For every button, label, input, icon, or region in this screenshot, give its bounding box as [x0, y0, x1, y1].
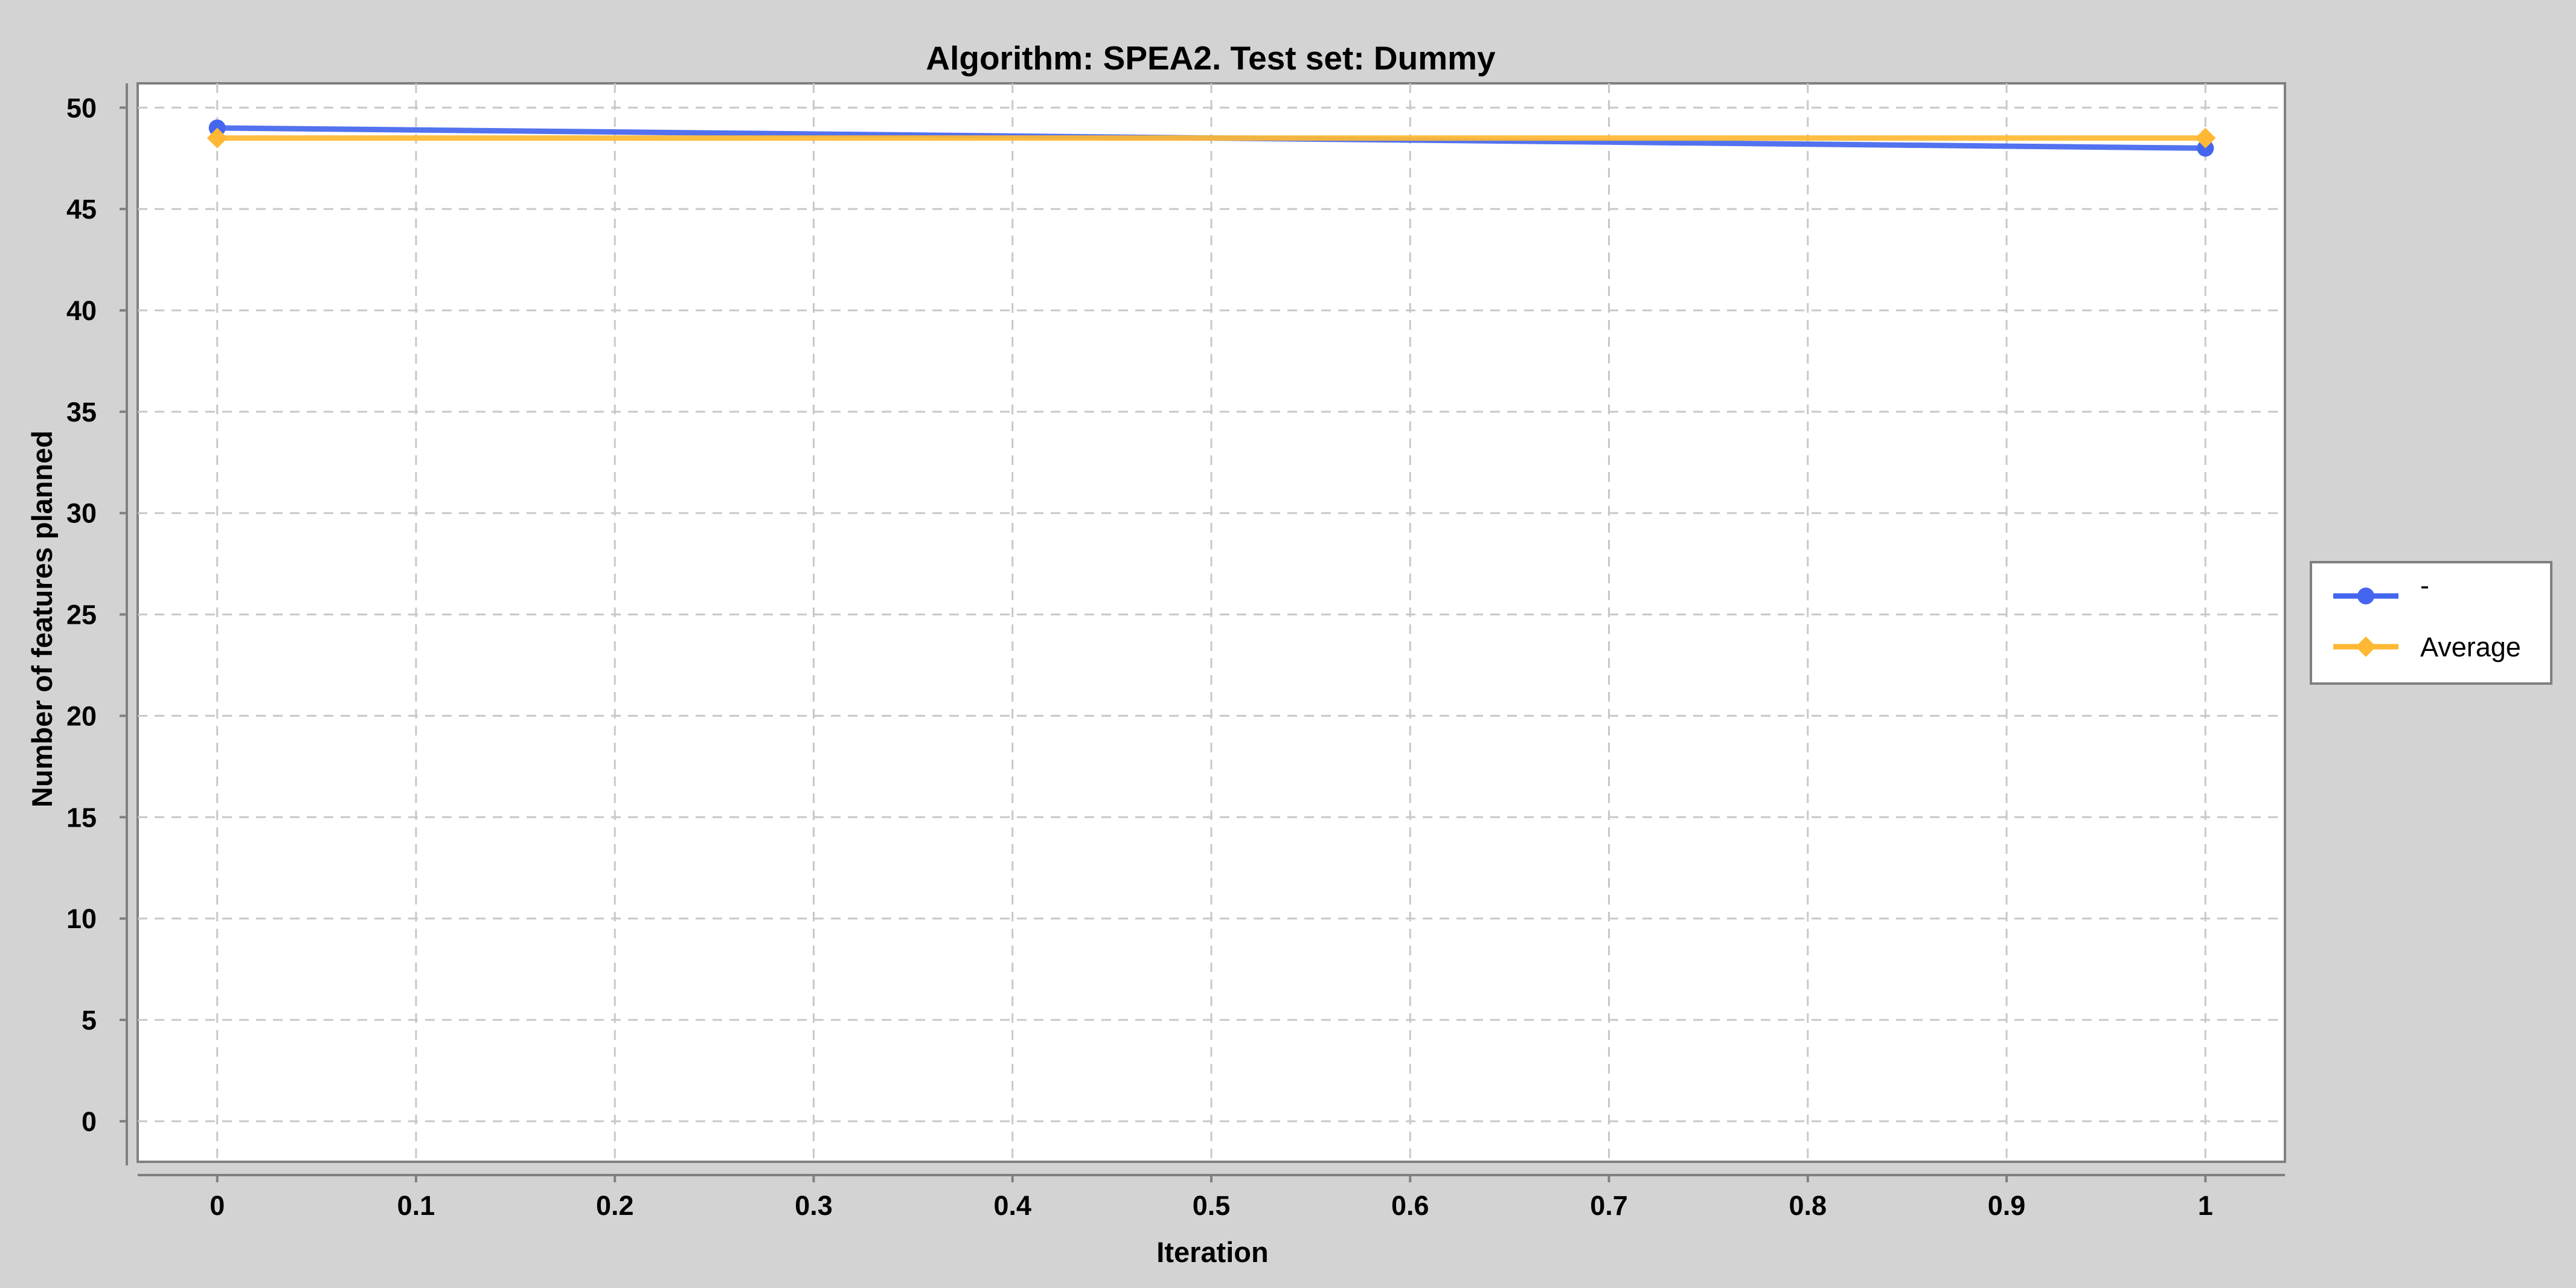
chart-title: Algorithm: SPEA2. Test set: Dummy — [926, 39, 1496, 77]
x-tick-label: 0.6 — [1391, 1190, 1429, 1221]
x-tick-label: 0.4 — [993, 1190, 1031, 1221]
y-ticks: 0 5 10 15 20 25 30 35 40 45 50 — [66, 92, 127, 1137]
y-tick-label: 35 — [66, 397, 97, 428]
legend-box — [2310, 561, 2552, 685]
y-tick-label: 20 — [66, 700, 97, 731]
legend-marker — [2357, 588, 2374, 604]
x-tick-label: 0.2 — [596, 1190, 634, 1221]
legend-label: Average — [2420, 632, 2521, 662]
y-tick-label: 10 — [66, 903, 97, 934]
legend-marker — [2356, 636, 2376, 657]
y-axis-label: Number of features planned — [26, 431, 58, 807]
x-tick-label: 1 — [2198, 1190, 2213, 1221]
x-tick-label: 0.1 — [397, 1190, 435, 1221]
series-markers — [207, 119, 2216, 157]
x-tick-label: 0.3 — [795, 1190, 833, 1221]
y-tick-label: 0 — [82, 1106, 97, 1137]
x-tick-label: 0.8 — [1789, 1190, 1827, 1221]
y-tick-label: 45 — [66, 194, 97, 225]
x-tick-label: 0.5 — [1193, 1190, 1231, 1221]
y-tick-label: 40 — [66, 295, 97, 326]
x-ticks: 0 0.1 0.2 0.3 0.4 0.5 0.6 0.7 0.8 0.9 1 — [210, 1175, 2213, 1221]
y-tick-label: 30 — [66, 498, 97, 529]
y-tick-label: 5 — [82, 1005, 97, 1036]
y-tick-label: 50 — [66, 92, 97, 123]
y-tick-label: 25 — [66, 600, 97, 630]
x-tick-label: 0.7 — [1590, 1190, 1628, 1221]
x-tick-label: 0.9 — [1988, 1190, 2026, 1221]
legend-label: - — [2420, 570, 2429, 601]
x-axis-label: Iteration — [1156, 1236, 1268, 1268]
grid-lines — [138, 83, 2285, 1162]
series-lines — [217, 125, 2206, 151]
x-tick-label: 0 — [210, 1190, 225, 1221]
data-point — [2195, 127, 2216, 149]
data-point — [207, 127, 228, 149]
y-tick-label: 15 — [66, 802, 97, 833]
legend: - Average — [2310, 561, 2552, 685]
